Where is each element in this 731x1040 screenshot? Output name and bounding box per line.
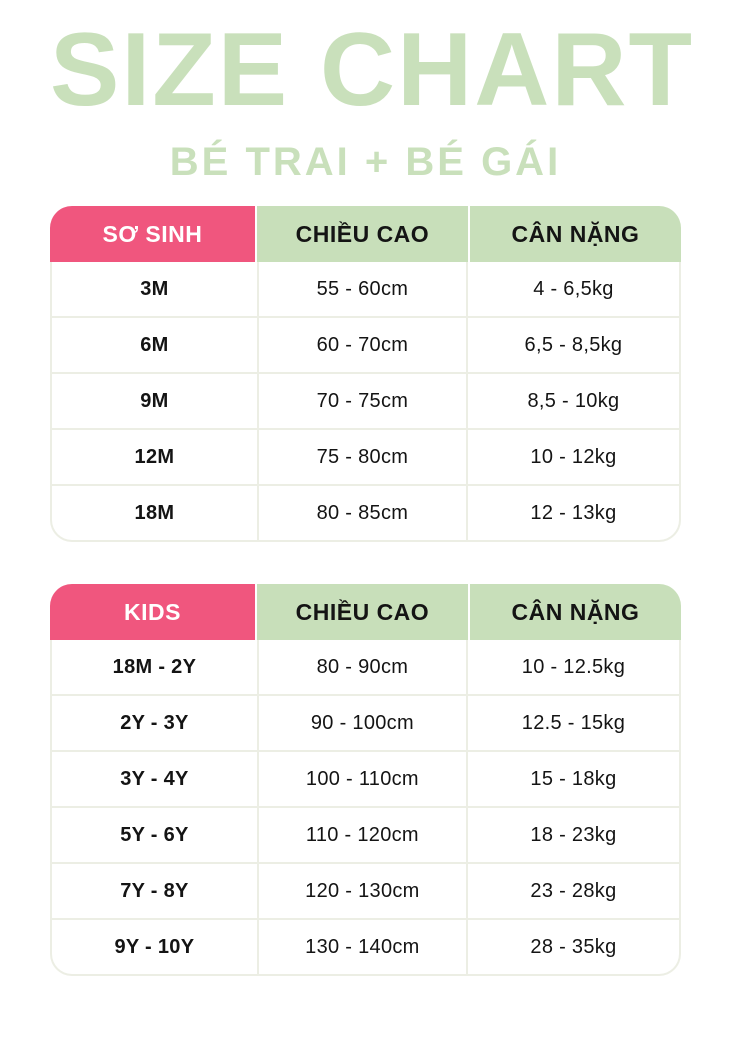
size-label-cell: 6M [140, 333, 169, 356]
table-body: 3M 55 - 60cm 4 - 6,5kg 6M 60 - 70cm 6,5 … [50, 262, 681, 543]
height-cell: 110 - 120cm [256, 808, 468, 863]
height-cell: 60 - 70cm [256, 318, 468, 373]
table-header-height: CHIỀU CAO [256, 584, 468, 641]
table-header-category: KIDS [50, 584, 255, 641]
table-header-weight: CÂN NẶNG [469, 584, 681, 641]
size-label-cell: 2Y - 3Y [120, 711, 189, 734]
so-sinh-size-table: SƠ SINH CHIỀU CAO CÂN NẶNG 3M 55 - 60cm … [50, 206, 681, 543]
table-row: 7Y - 8Y 120 - 130cm 23 - 28kg [52, 862, 679, 919]
table-header-category: SƠ SINH [50, 206, 255, 263]
kids-size-table: KIDS CHIỀU CAO CÂN NẶNG 18M - 2Y 80 - 90… [50, 584, 681, 977]
table-row: 3M 55 - 60cm 4 - 6,5kg [52, 262, 679, 317]
weight-cell: 12 - 13kg [530, 501, 617, 524]
height-cell: 130 - 140cm [256, 920, 468, 975]
page-subtitle: BÉ TRAI + BÉ GÁI [169, 140, 562, 185]
weight-cell: 10 - 12kg [530, 445, 617, 468]
table-row: 12M 75 - 80cm 10 - 12kg [52, 428, 679, 485]
height-cell: 100 - 110cm [256, 752, 468, 807]
page-title: SIZE CHART [50, 12, 694, 128]
height-cell: 70 - 75cm [256, 374, 468, 429]
table-row: 6M 60 - 70cm 6,5 - 8,5kg [52, 316, 679, 373]
weight-cell: 18 - 23kg [530, 823, 617, 846]
height-cell: 90 - 100cm [256, 696, 468, 751]
weight-cell: 23 - 28kg [530, 879, 617, 902]
height-cell: 75 - 80cm [256, 430, 468, 485]
height-cell: 80 - 85cm [256, 486, 468, 541]
weight-cell: 4 - 6,5kg [533, 277, 614, 300]
table-row: 2Y - 3Y 90 - 100cm 12.5 - 15kg [52, 694, 679, 751]
size-label-cell: 5Y - 6Y [120, 823, 189, 846]
weight-cell: 28 - 35kg [530, 935, 617, 958]
weight-cell: 12.5 - 15kg [521, 711, 626, 734]
size-label-cell: 7Y - 8Y [120, 879, 189, 902]
table-header-weight: CÂN NẶNG [469, 206, 681, 263]
weight-cell: 6,5 - 8,5kg [524, 333, 623, 356]
table-header-row: KIDS CHIỀU CAO CÂN NẶNG [50, 584, 681, 641]
height-cell: 80 - 90cm [256, 640, 468, 695]
table-body: 18M - 2Y 80 - 90cm 10 - 12.5kg 2Y - 3Y 9… [50, 640, 681, 977]
size-label-cell: 18M - 2Y [112, 655, 197, 678]
table-row: 9Y - 10Y 130 - 140cm 28 - 35kg [52, 918, 679, 975]
height-cell: 55 - 60cm [256, 262, 468, 317]
weight-cell: 10 - 12.5kg [521, 655, 626, 678]
table-header-height: CHIỀU CAO [256, 206, 468, 263]
table-row: 18M 80 - 85cm 12 - 13kg [52, 484, 679, 541]
table-row: 9M 70 - 75cm 8,5 - 10kg [52, 372, 679, 429]
height-cell: 120 - 130cm [256, 864, 468, 919]
size-label-cell: 3Y - 4Y [120, 767, 189, 790]
table-header-row: SƠ SINH CHIỀU CAO CÂN NẶNG [50, 206, 681, 263]
tables-container: SƠ SINH CHIỀU CAO CÂN NẶNG 3M 55 - 60cm … [50, 206, 681, 977]
size-chart-page: SIZE CHART BÉ TRAI + BÉ GÁI SƠ SINH CHIỀ… [0, 12, 731, 977]
size-label-cell: 9M [140, 389, 169, 412]
size-label-cell: 12M [134, 445, 175, 468]
table-row: 18M - 2Y 80 - 90cm 10 - 12.5kg [52, 640, 679, 695]
weight-cell: 15 - 18kg [530, 767, 617, 790]
size-label-cell: 9Y - 10Y [114, 935, 195, 958]
size-label-cell: 18M [134, 501, 175, 524]
weight-cell: 8,5 - 10kg [527, 389, 620, 412]
table-row: 5Y - 6Y 110 - 120cm 18 - 23kg [52, 806, 679, 863]
size-label-cell: 3M [140, 277, 169, 300]
table-row: 3Y - 4Y 100 - 110cm 15 - 18kg [52, 750, 679, 807]
